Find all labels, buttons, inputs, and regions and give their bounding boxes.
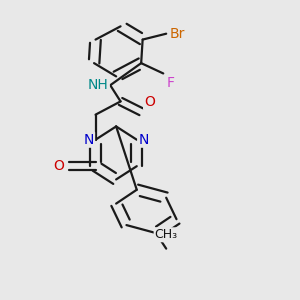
Text: Br: Br — [170, 27, 185, 41]
Text: F: F — [166, 76, 174, 90]
Text: N: N — [138, 133, 148, 147]
Text: CH₃: CH₃ — [154, 228, 178, 241]
Text: N: N — [84, 133, 94, 147]
Text: O: O — [144, 95, 155, 109]
Text: NH: NH — [88, 78, 109, 92]
Text: O: O — [53, 159, 64, 173]
